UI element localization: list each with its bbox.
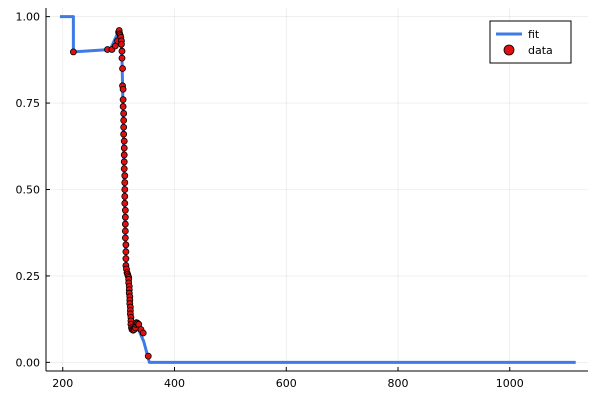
data-point xyxy=(121,179,129,186)
x-tick-label: 1000 xyxy=(496,377,524,390)
data-point xyxy=(120,110,128,117)
x-tick-label: 200 xyxy=(52,377,73,390)
data-point xyxy=(121,220,129,228)
data-point xyxy=(118,40,125,48)
data-point xyxy=(119,85,127,93)
data-point xyxy=(121,193,129,200)
data-point xyxy=(120,130,128,138)
data-point xyxy=(69,48,77,56)
data-point xyxy=(121,206,129,214)
x-axis-ticks: 200 400 600 800 1000 xyxy=(52,367,524,390)
y-tick-label: 0.25 xyxy=(16,270,41,283)
data-point xyxy=(120,144,128,152)
x-tick-label: 800 xyxy=(388,377,409,390)
x-tick-label: 600 xyxy=(276,377,297,390)
data-point xyxy=(121,213,129,221)
data-point xyxy=(118,47,126,55)
data-point xyxy=(120,123,128,131)
data-point xyxy=(120,151,128,159)
legend: fit data xyxy=(489,20,572,64)
data-point xyxy=(120,158,128,166)
legend-label: fit xyxy=(528,28,540,41)
data-point xyxy=(120,116,128,124)
data-point xyxy=(121,186,129,193)
data-point xyxy=(139,329,147,337)
data-point xyxy=(121,227,129,235)
data-point xyxy=(122,255,130,263)
data-point xyxy=(119,65,126,72)
y-tick-label: 0.00 xyxy=(16,356,41,369)
y-tick-label: 1.00 xyxy=(16,11,41,24)
x-tick-label: 400 xyxy=(164,377,185,390)
y-tick-label: 0.75 xyxy=(16,97,41,110)
data-point xyxy=(118,54,126,62)
data-point xyxy=(120,137,128,145)
data-point xyxy=(119,96,127,104)
data-point xyxy=(120,165,128,173)
data-point xyxy=(119,103,127,110)
y-axis-ticks: 0.00 0.25 0.50 0.75 1.00 xyxy=(16,11,50,369)
legend-box xyxy=(489,20,572,64)
y-tick-label: 0.50 xyxy=(16,184,41,197)
legend-label: data xyxy=(528,44,553,57)
legend-data-swatch xyxy=(503,44,515,56)
data-point xyxy=(121,234,129,242)
data-point xyxy=(121,199,129,207)
data-point xyxy=(122,241,130,249)
data-point xyxy=(144,352,152,360)
series-layer xyxy=(59,15,576,364)
data-point xyxy=(121,172,129,180)
data-point xyxy=(122,248,130,256)
